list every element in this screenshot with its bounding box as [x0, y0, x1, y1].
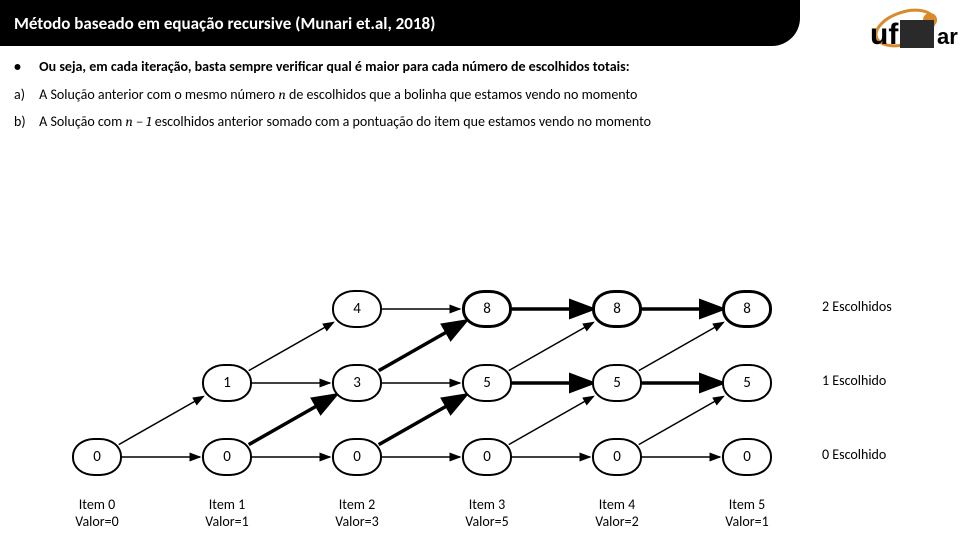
dp-node: 5: [592, 364, 642, 402]
dp-node: 5: [722, 364, 772, 402]
edge: [509, 396, 594, 444]
edge: [509, 322, 594, 370]
logo-text-ar: ar: [937, 24, 958, 49]
row-label: 2 Escolhidos: [822, 298, 892, 315]
col-label: Item 1Valor=1: [182, 496, 272, 530]
logo-text-uf: uf: [870, 18, 899, 51]
lead-text: Ou seja, em cada iteração, basta sempre …: [39, 58, 629, 75]
item-a-var: n: [278, 86, 285, 103]
dp-node: 3: [332, 364, 382, 402]
bullet-marker: •: [14, 56, 36, 78]
col-label: Item 3Valor=5: [442, 496, 532, 530]
dp-node: 0: [332, 438, 382, 476]
bulleted-text: • Ou seja, em cada iteração, basta sempr…: [14, 56, 946, 133]
row-label: 0 Escolhido: [822, 446, 886, 463]
col-label: Item 0Valor=0: [52, 496, 142, 530]
col-label: Item 4Valor=2: [572, 496, 662, 530]
item-b-marker: b): [14, 111, 36, 133]
edge: [639, 322, 724, 370]
dp-node: 5: [462, 364, 512, 402]
row-label: 1 Escolhido: [822, 372, 886, 389]
edge: [379, 322, 464, 370]
item-a-post: de escolhidos que a bolinha que estamos …: [286, 86, 638, 103]
edge: [379, 396, 464, 444]
dp-node: 0: [592, 438, 642, 476]
item-b-post: escolhidos anterior somado com a pontuaç…: [152, 113, 651, 130]
dp-node: 1: [202, 364, 252, 402]
edge: [119, 396, 204, 444]
slide-title-bar: Método baseado em equação recursive (Mun…: [0, 0, 800, 46]
item-b-pre: A Solução com: [39, 113, 125, 130]
dp-node: 0: [722, 438, 772, 476]
item-b-var: n − 1: [125, 113, 151, 130]
dp-node: 4: [332, 290, 382, 328]
edge: [249, 396, 334, 444]
dp-node: 0: [462, 438, 512, 476]
col-label: Item 5Valor=1: [702, 496, 792, 530]
dp-node: 8: [592, 290, 642, 328]
slide-title: Método baseado em equação recursive (Mun…: [14, 13, 435, 34]
item-a-pre: A Solução anterior com o mesmo número: [39, 86, 278, 103]
edge: [249, 322, 334, 370]
dp-node: 8: [722, 290, 772, 328]
item-a-marker: a): [14, 84, 36, 106]
dp-trellis-diagram: 0 0 0 0 0 0 0 Escolhido 1 3 5 5 5 1 Escolhido 4 8 8 8 2 E…: [0, 270, 960, 530]
logo-area: uf ar: [800, 0, 960, 60]
col-label: Item 2Valor=3: [312, 496, 402, 530]
dp-node: 0: [72, 438, 122, 476]
dp-node: 8: [462, 290, 512, 328]
dp-node: 0: [202, 438, 252, 476]
edge: [639, 396, 724, 444]
ufscar-logo: uf ar: [800, 0, 960, 60]
